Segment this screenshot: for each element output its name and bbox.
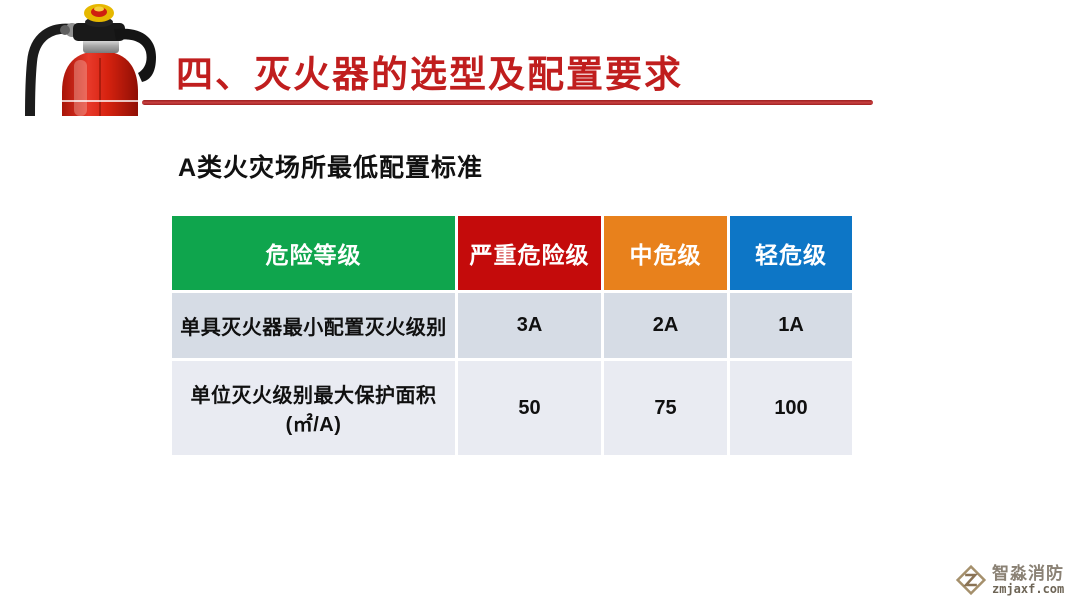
zm-diamond-logo-icon [956, 564, 986, 596]
table-header-hazard-level: 危险等级 [172, 216, 455, 290]
page-title: 四、灭火器的选型及配置要求 [176, 54, 683, 95]
fire-extinguisher-photo [12, 0, 167, 121]
title-underline [142, 100, 873, 105]
table-cell: 75 [604, 361, 727, 455]
table-cell: 1A [730, 293, 852, 358]
config-table: 危险等级 严重危险级 中危级 轻危级 单具灭火器最小配置灭火级别 3A 2A 1… [172, 216, 852, 455]
slide-subtitle: A类火灾场所最低配置标准 [178, 154, 484, 182]
table-header-medium-hazard: 中危级 [604, 216, 727, 290]
table-row-label: 单位灭火级别最大保护面积(㎡/A) [172, 361, 455, 455]
table-cell: 2A [604, 293, 727, 358]
table-header-severe-hazard: 严重危险级 [458, 216, 601, 290]
watermark-name: 智淼消防 [992, 563, 1064, 583]
table-row-label: 单具灭火器最小配置灭火级别 [172, 293, 455, 358]
table-cell: 50 [458, 361, 601, 455]
watermark-text: 智淼消防 zmjaxf.com [992, 563, 1065, 596]
table-cell: 100 [730, 361, 852, 455]
table-header-light-hazard: 轻危级 [730, 216, 852, 290]
fire-extinguisher-icon [25, 4, 156, 121]
table-cell: 3A [458, 293, 601, 358]
watermark-domain: zmjaxf.com [992, 581, 1065, 596]
watermark: 智淼消防 zmjaxf.com [956, 564, 1064, 596]
